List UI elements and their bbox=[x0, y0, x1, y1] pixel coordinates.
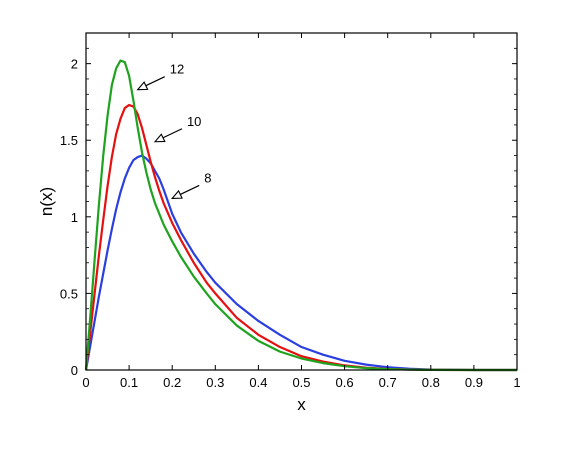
x-axis-label: x bbox=[297, 395, 306, 414]
annotation-arrowhead bbox=[170, 189, 183, 200]
annotation-arrowhead bbox=[153, 133, 166, 143]
annotation-1: 10 bbox=[153, 114, 201, 143]
x-tick-label: 0.8 bbox=[422, 375, 440, 390]
annotation-arrowhead bbox=[136, 81, 149, 91]
x-tick-label: 0.9 bbox=[465, 375, 483, 390]
annotation-label: 8 bbox=[204, 170, 211, 185]
annotation-arrow-line bbox=[160, 128, 183, 140]
annotation-arrow-line bbox=[177, 184, 200, 196]
x-tick-label: 0.1 bbox=[120, 375, 138, 390]
y-tick-label: 1 bbox=[71, 210, 78, 225]
annotation-arrow-line bbox=[143, 76, 165, 88]
y-axis-label: n(x) bbox=[37, 187, 56, 216]
annotation-2: 12 bbox=[136, 62, 184, 91]
x-tick-label: 0.6 bbox=[336, 375, 354, 390]
x-tick-label: 0 bbox=[82, 375, 89, 390]
x-tick-label: 0.3 bbox=[206, 375, 224, 390]
series-line-0 bbox=[84, 154, 517, 372]
annotation-label: 12 bbox=[170, 62, 184, 77]
annotations: 8 10 12 bbox=[136, 62, 211, 200]
annotation-0: 8 bbox=[170, 170, 211, 200]
y-tick-label: 1.5 bbox=[60, 133, 78, 148]
x-tick-label: 0.5 bbox=[292, 375, 310, 390]
x-tick-label: 0.2 bbox=[163, 375, 181, 390]
y-tick-label: 0.5 bbox=[60, 286, 78, 301]
x-tick-label: 0.4 bbox=[249, 375, 267, 390]
axis-ticks: 0 0.1 0.2 0.3 0.4 0.5 0.6 0.7 0.8 0.9 100.511.52 bbox=[60, 33, 521, 390]
plot-lines bbox=[84, 59, 517, 372]
y-tick-label: 2 bbox=[71, 57, 78, 72]
x-tick-label: 0.7 bbox=[379, 375, 397, 390]
y-tick-label: 0 bbox=[71, 363, 78, 378]
annotation-label: 10 bbox=[187, 114, 201, 129]
series-line-1 bbox=[84, 103, 517, 372]
x-tick-label: 1 bbox=[513, 375, 520, 390]
series-line-2 bbox=[84, 59, 517, 372]
